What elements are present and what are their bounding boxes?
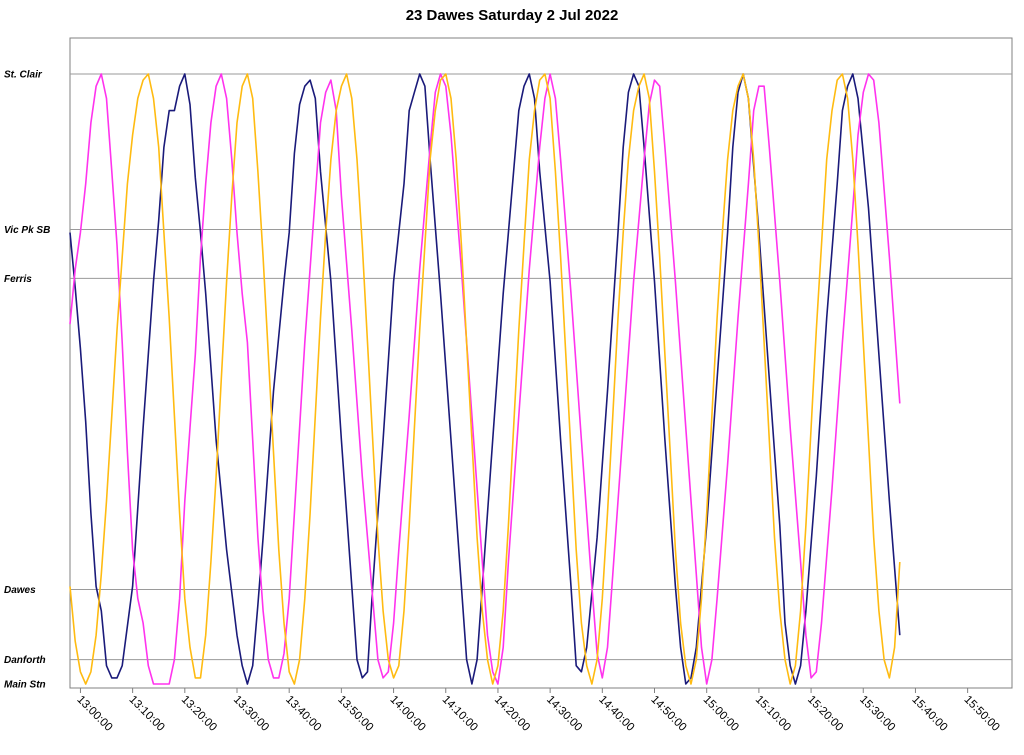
x-tick-label: 15:50:00: [962, 694, 1002, 734]
x-tick-label: 14:00:00: [387, 694, 427, 734]
series-line-2: [69, 73, 901, 685]
y-tick-label: Danforth: [4, 655, 46, 666]
y-tick-label: Main Stn: [4, 680, 46, 691]
y-tick-label: Dawes: [4, 585, 36, 596]
x-tick-label: 14:10:00: [440, 694, 480, 734]
x-tick-label: 15:00:00: [701, 694, 741, 734]
grid-lines: [70, 73, 1012, 661]
x-tick-label: 15:10:00: [753, 694, 793, 734]
x-tick-label: 13:10:00: [127, 694, 167, 734]
x-tick-label: 13:00:00: [74, 694, 114, 734]
x-ticks: [79, 688, 969, 693]
x-tick-labels: 13:00:00 13:10:00 13:20:00 13:30:00 13:40:00…: [74, 694, 1001, 734]
y-tick-label: Ferris: [4, 274, 32, 285]
x-tick-label: 14:20:00: [492, 694, 532, 734]
y-tick-label: Vic Pk SB: [4, 225, 50, 236]
x-tick-label: 14:40:00: [596, 694, 636, 734]
y-tick-label: St. Clair: [4, 70, 43, 81]
plot-area: [69, 37, 1013, 689]
series-lines: [69, 73, 901, 685]
x-tick-label: 13:50:00: [335, 694, 375, 734]
x-tick-label: 15:40:00: [909, 694, 949, 734]
x-tick-label: 13:40:00: [283, 694, 323, 734]
x-tick-label: 15:20:00: [805, 694, 845, 734]
y-tick-labels: St. Clair Vic Pk SB Ferris Dawes Danforth Mai…: [4, 70, 50, 691]
series-line-3: [69, 73, 901, 685]
x-tick-label: 13:30:00: [231, 694, 271, 734]
x-tick-label: 14:30:00: [544, 694, 584, 734]
x-tick-label: 15:30:00: [857, 694, 897, 734]
x-tick-label: 14:50:00: [648, 694, 688, 734]
x-tick-label: 13:20:00: [179, 694, 219, 734]
chart-title: 23 Dawes Saturday 2 Jul 2022: [405, 7, 619, 24]
